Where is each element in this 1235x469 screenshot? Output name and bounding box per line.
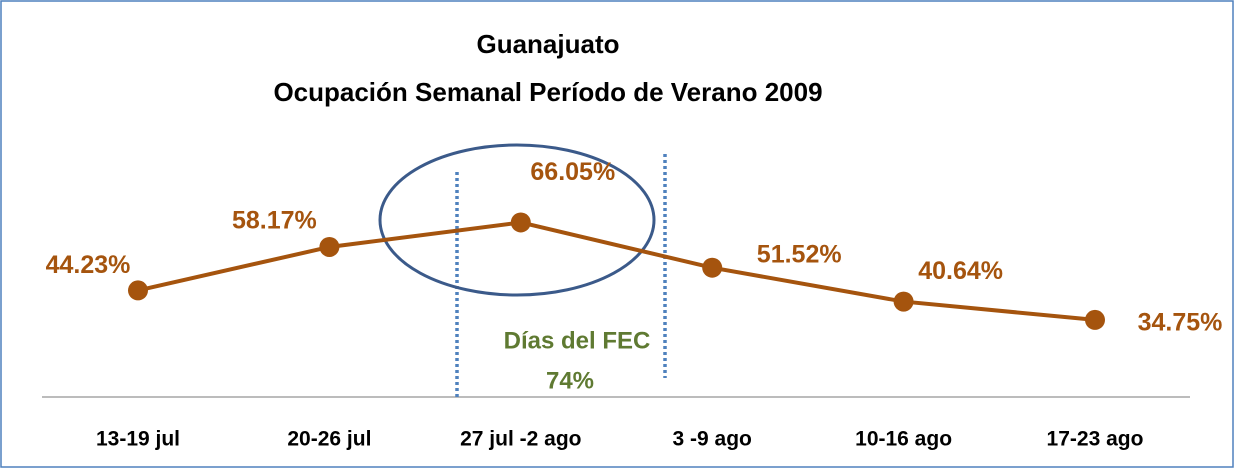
x-tick-label: 27 jul -2 ago <box>460 428 581 451</box>
x-tick-label: 3 -9 ago <box>673 428 752 451</box>
chart-title: Guanajuato <box>476 29 619 59</box>
annotation: 74% <box>546 367 594 394</box>
marker <box>702 257 723 278</box>
data-label: 40.64% <box>918 257 1003 285</box>
marker <box>893 291 914 312</box>
marker <box>319 236 340 257</box>
x-tick-label: 13-19 jul <box>96 428 180 451</box>
marker <box>1085 309 1105 330</box>
highlight-ellipse <box>378 143 656 297</box>
data-label: 66.05% <box>530 158 615 186</box>
marker <box>510 212 531 233</box>
x-tick-label: 17-23 ago <box>1047 428 1144 451</box>
x-tick-label: 20-26 jul <box>287 428 371 451</box>
annotation: Días del FEC <box>504 327 651 354</box>
x-tick-label: 10-16 ago <box>855 428 952 451</box>
data-label: 44.23% <box>46 251 131 279</box>
marker <box>128 280 148 301</box>
data-label: 51.52% <box>757 240 842 268</box>
line <box>137 220 1096 322</box>
data-label: 34.75% <box>1138 309 1223 337</box>
chart-subtitle: Ocupación Semanal Período de Verano 2009 <box>273 77 822 107</box>
data-label: 58.17% <box>232 207 317 235</box>
